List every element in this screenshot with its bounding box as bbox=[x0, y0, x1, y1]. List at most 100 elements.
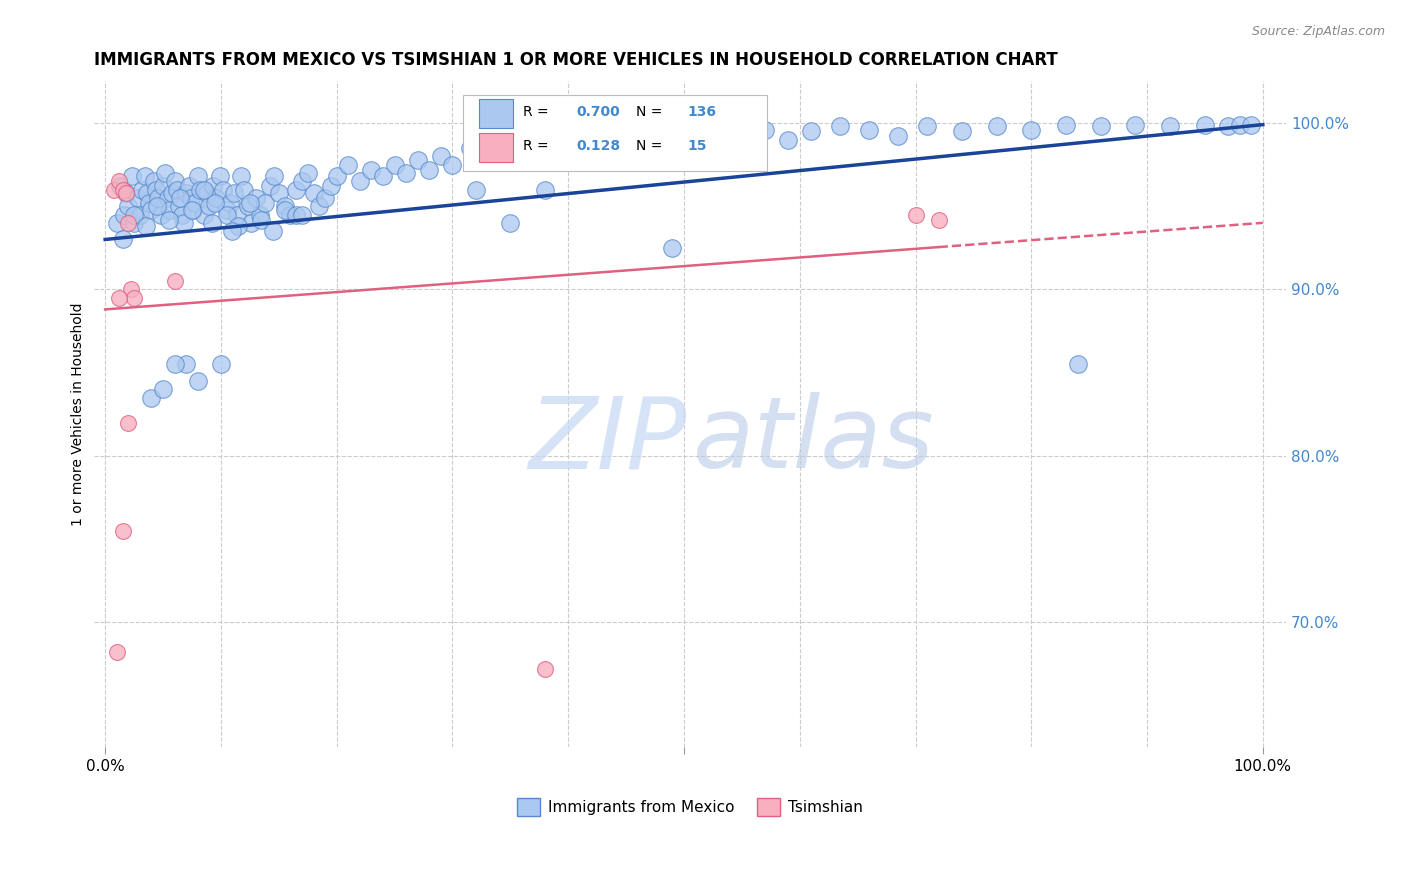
Text: 0.700: 0.700 bbox=[576, 105, 620, 120]
Point bbox=[259, 179, 281, 194]
Point bbox=[212, 182, 235, 196]
Point bbox=[1229, 118, 1251, 132]
Point bbox=[249, 207, 271, 221]
Point bbox=[193, 182, 215, 196]
Point bbox=[395, 166, 418, 180]
Point bbox=[204, 195, 226, 210]
Point bbox=[800, 124, 823, 138]
Point bbox=[121, 169, 143, 184]
Point bbox=[598, 141, 620, 155]
Point bbox=[458, 141, 481, 155]
Point bbox=[904, 207, 927, 221]
Point bbox=[285, 182, 308, 196]
Point bbox=[226, 207, 249, 221]
Point bbox=[685, 133, 707, 147]
Point bbox=[141, 391, 163, 405]
Point bbox=[534, 182, 557, 196]
Point bbox=[209, 357, 232, 371]
Point bbox=[181, 202, 204, 217]
Point bbox=[155, 166, 177, 180]
FancyBboxPatch shape bbox=[478, 99, 513, 128]
Point bbox=[108, 174, 131, 188]
Point bbox=[131, 182, 153, 196]
Point bbox=[464, 182, 486, 196]
Point bbox=[152, 382, 174, 396]
Point bbox=[986, 120, 1008, 134]
Point bbox=[115, 186, 138, 200]
Point bbox=[291, 174, 314, 188]
Point bbox=[1125, 118, 1147, 132]
Point bbox=[138, 195, 160, 210]
Point bbox=[111, 182, 134, 196]
Point bbox=[221, 224, 243, 238]
Point bbox=[236, 199, 259, 213]
Point bbox=[169, 191, 191, 205]
Point bbox=[1240, 118, 1263, 132]
Point bbox=[297, 166, 319, 180]
Point bbox=[166, 182, 188, 196]
Point bbox=[285, 207, 308, 221]
Point bbox=[1159, 120, 1181, 134]
Point bbox=[229, 169, 252, 184]
Text: ZIP: ZIP bbox=[527, 392, 686, 490]
Point bbox=[201, 216, 224, 230]
Point bbox=[152, 179, 174, 194]
Point bbox=[122, 216, 145, 230]
Point bbox=[384, 158, 406, 172]
Text: Source: ZipAtlas.com: Source: ZipAtlas.com bbox=[1251, 25, 1385, 38]
Point bbox=[858, 122, 880, 136]
Point bbox=[141, 202, 163, 217]
Point bbox=[149, 207, 172, 221]
Point bbox=[928, 212, 950, 227]
Point bbox=[633, 136, 655, 150]
Point bbox=[117, 216, 139, 230]
Point bbox=[262, 224, 284, 238]
FancyBboxPatch shape bbox=[463, 95, 768, 171]
Point bbox=[201, 179, 224, 194]
Point bbox=[226, 219, 249, 234]
Text: atlas: atlas bbox=[693, 392, 935, 490]
Point bbox=[188, 182, 211, 196]
Point bbox=[127, 191, 149, 205]
Point bbox=[830, 120, 852, 134]
Y-axis label: 1 or more Vehicles in Household: 1 or more Vehicles in Household bbox=[72, 302, 86, 526]
Point bbox=[1054, 118, 1077, 132]
Point bbox=[263, 169, 285, 184]
Point bbox=[267, 186, 290, 200]
Point bbox=[349, 174, 371, 188]
Point bbox=[103, 182, 125, 196]
Point bbox=[614, 133, 637, 147]
Point bbox=[187, 169, 209, 184]
Point bbox=[950, 124, 973, 138]
Point bbox=[157, 212, 180, 227]
Point bbox=[142, 174, 165, 188]
Point bbox=[173, 216, 195, 230]
Point bbox=[163, 174, 186, 188]
Point bbox=[177, 179, 200, 194]
Point bbox=[650, 129, 672, 144]
Text: 0.128: 0.128 bbox=[576, 139, 620, 153]
Point bbox=[180, 191, 202, 205]
Point bbox=[887, 129, 910, 144]
Point bbox=[661, 241, 683, 255]
Point bbox=[581, 129, 603, 144]
Point bbox=[174, 186, 197, 200]
Point bbox=[163, 357, 186, 371]
Point bbox=[181, 202, 204, 217]
Point bbox=[430, 149, 453, 163]
Point bbox=[170, 207, 193, 221]
Point bbox=[122, 291, 145, 305]
Point bbox=[108, 291, 131, 305]
Point bbox=[475, 153, 498, 167]
Text: 136: 136 bbox=[688, 105, 717, 120]
Point bbox=[117, 199, 139, 213]
Point bbox=[1066, 357, 1088, 371]
Point bbox=[273, 199, 295, 213]
Point bbox=[240, 216, 263, 230]
Point bbox=[406, 153, 429, 167]
Point bbox=[253, 195, 276, 210]
Point bbox=[135, 186, 157, 200]
Point bbox=[198, 199, 221, 213]
Point bbox=[731, 129, 754, 144]
Point bbox=[546, 133, 568, 147]
